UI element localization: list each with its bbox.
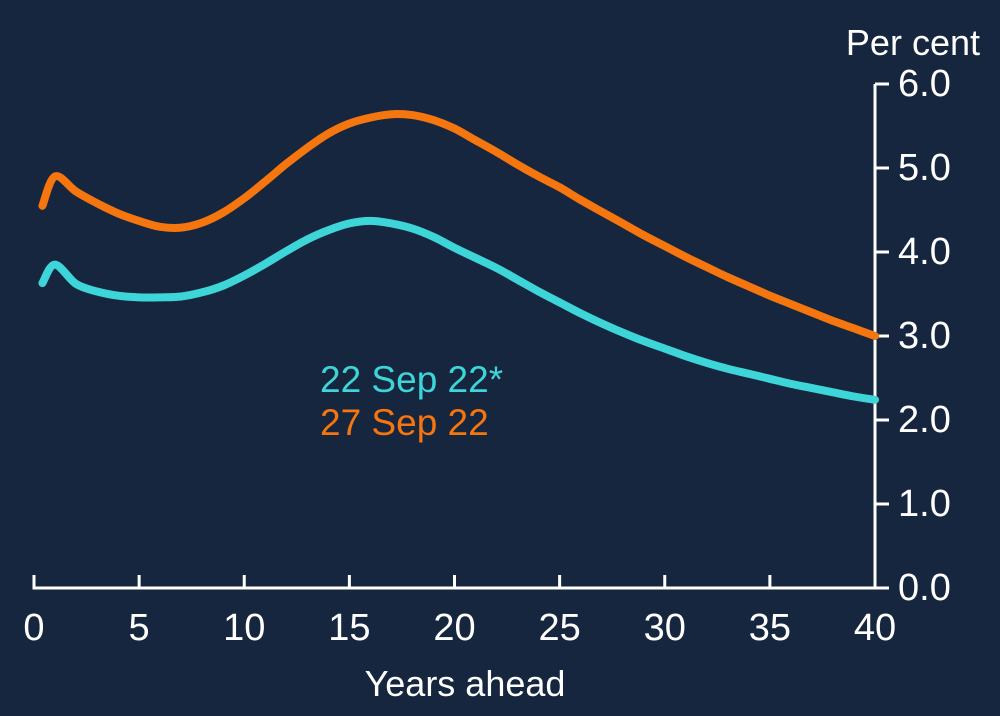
x-tick-label: 15 [328, 607, 371, 649]
x-tick-label: 10 [223, 607, 266, 649]
y-tick-label: 5.0 [898, 147, 951, 189]
x-tick-label: 25 [538, 607, 581, 649]
legend: 22 Sep 22* 27 Sep 22 [320, 358, 503, 444]
y-tick-label: 1.0 [898, 483, 951, 525]
axes [32, 82, 889, 590]
x-tick-label: 30 [643, 607, 686, 649]
y-tick-label: 6.0 [898, 63, 951, 105]
x-tick-label: 20 [433, 607, 476, 649]
x-tick-label: 5 [128, 607, 150, 649]
y-tick-label: 0.0 [898, 567, 951, 609]
y-tick-label: 4.0 [898, 231, 951, 273]
x-tick-label: 0 [23, 607, 45, 649]
x-axis-title: Years ahead [364, 663, 566, 704]
y-tick-label: 2.0 [898, 399, 951, 441]
series-lines [38, 110, 879, 404]
y-axis-title: Per cent [845, 22, 980, 63]
legend-item-27-sep-22: 27 Sep 22 [320, 402, 489, 443]
legend-item-22-sep-22: 22 Sep 22* [320, 359, 504, 400]
series-line-22-sep-22 [38, 216, 879, 404]
y-tick-label: 3.0 [898, 315, 951, 357]
x-tick-label: 35 [748, 607, 792, 649]
x-tick-label: 40 [853, 607, 897, 649]
series-line-27-sep-22 [38, 110, 879, 340]
